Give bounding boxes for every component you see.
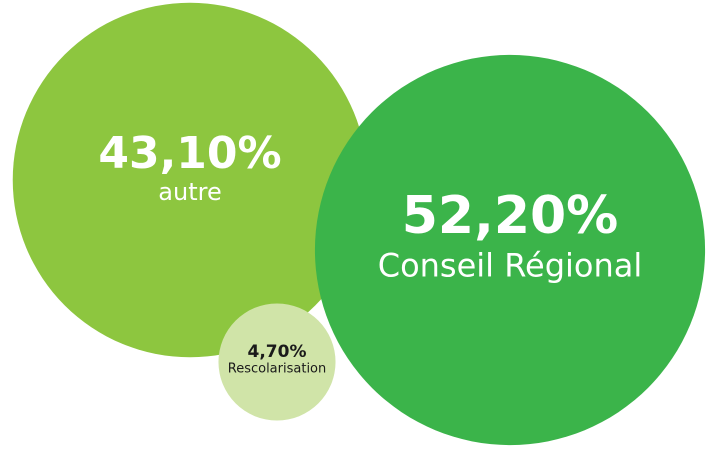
category-label: Conseil Régional <box>378 247 643 285</box>
bubble <box>218 303 336 421</box>
value-label: 4,70% <box>248 342 307 362</box>
bubble <box>314 54 706 446</box>
category-label: autre <box>158 178 221 206</box>
category-label: Rescolarisation <box>228 362 327 377</box>
bubble <box>12 2 368 358</box>
value-label: 52,20% <box>402 186 619 246</box>
value-label: 43,10% <box>98 128 281 179</box>
